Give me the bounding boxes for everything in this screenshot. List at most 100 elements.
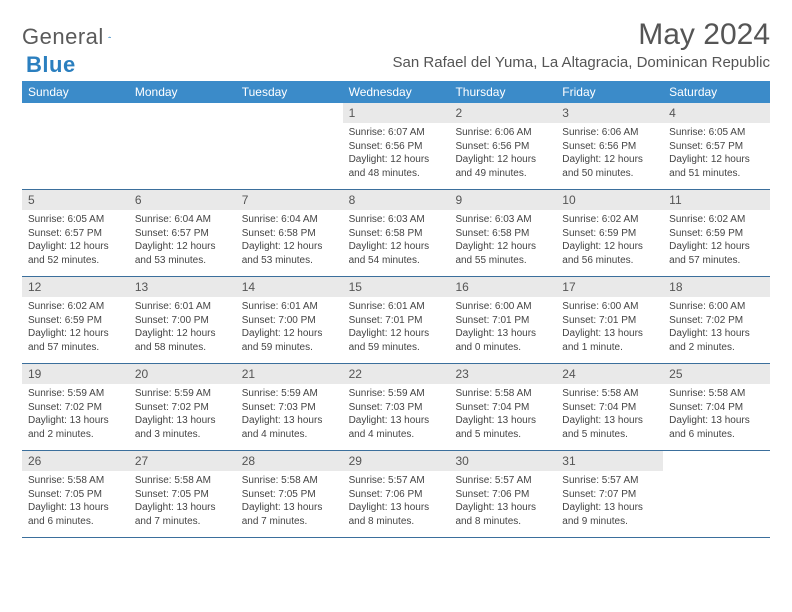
sunset: Sunset: 7:01 PM — [349, 314, 444, 328]
day-body: Sunrise: 5:58 AMSunset: 7:04 PMDaylight:… — [663, 384, 770, 447]
day-cell: 25Sunrise: 5:58 AMSunset: 7:04 PMDayligh… — [663, 364, 770, 450]
week-row: 12Sunrise: 6:02 AMSunset: 6:59 PMDayligh… — [22, 277, 770, 364]
day-cell — [663, 451, 770, 537]
day-number: 12 — [22, 277, 129, 297]
day-number: 29 — [343, 451, 450, 471]
logo: General — [22, 24, 132, 50]
sunrise: Sunrise: 5:59 AM — [28, 387, 123, 401]
sunrise: Sunrise: 5:57 AM — [562, 474, 657, 488]
day-body — [663, 471, 770, 480]
day-cell: 24Sunrise: 5:58 AMSunset: 7:04 PMDayligh… — [556, 364, 663, 450]
sunset: Sunset: 6:57 PM — [135, 227, 230, 241]
day-number: 1 — [343, 103, 450, 123]
weekday-header-row: SundayMondayTuesdayWednesdayThursdayFrid… — [22, 81, 770, 103]
sunset: Sunset: 7:03 PM — [349, 401, 444, 415]
sunset: Sunset: 7:00 PM — [242, 314, 337, 328]
day-number: 24 — [556, 364, 663, 384]
day-body: Sunrise: 6:06 AMSunset: 6:56 PMDaylight:… — [449, 123, 556, 186]
sunset: Sunset: 7:02 PM — [28, 401, 123, 415]
day-body: Sunrise: 5:59 AMSunset: 7:02 PMDaylight:… — [22, 384, 129, 447]
sunset: Sunset: 6:58 PM — [349, 227, 444, 241]
day-body — [22, 123, 129, 132]
day-cell: 21Sunrise: 5:59 AMSunset: 7:03 PMDayligh… — [236, 364, 343, 450]
daylight: Daylight: 12 hours and 59 minutes. — [349, 327, 444, 354]
day-cell: 19Sunrise: 5:59 AMSunset: 7:02 PMDayligh… — [22, 364, 129, 450]
sunset: Sunset: 6:59 PM — [28, 314, 123, 328]
day-body: Sunrise: 6:01 AMSunset: 7:01 PMDaylight:… — [343, 297, 450, 360]
weekday-tuesday: Tuesday — [236, 81, 343, 103]
week-row: 1Sunrise: 6:07 AMSunset: 6:56 PMDaylight… — [22, 103, 770, 190]
logo-text-blue: Blue — [26, 52, 76, 77]
daylight: Daylight: 12 hours and 54 minutes. — [349, 240, 444, 267]
daylight: Daylight: 13 hours and 0 minutes. — [455, 327, 550, 354]
day-cell — [129, 103, 236, 189]
sunset: Sunset: 7:03 PM — [242, 401, 337, 415]
day-number: 16 — [449, 277, 556, 297]
daylight: Daylight: 13 hours and 8 minutes. — [455, 501, 550, 528]
logo-blue-wrap: Blue — [26, 52, 76, 78]
header: General May 2024 San Rafael del Yuma, La… — [22, 18, 770, 71]
day-body: Sunrise: 5:58 AMSunset: 7:05 PMDaylight:… — [22, 471, 129, 534]
day-body: Sunrise: 6:05 AMSunset: 6:57 PMDaylight:… — [22, 210, 129, 273]
day-cell: 17Sunrise: 6:00 AMSunset: 7:01 PMDayligh… — [556, 277, 663, 363]
daylight: Daylight: 12 hours and 49 minutes. — [455, 153, 550, 180]
sunset: Sunset: 7:06 PM — [349, 488, 444, 502]
sunset: Sunset: 7:02 PM — [669, 314, 764, 328]
week-row: 26Sunrise: 5:58 AMSunset: 7:05 PMDayligh… — [22, 451, 770, 538]
day-number: 30 — [449, 451, 556, 471]
sunrise: Sunrise: 6:02 AM — [669, 213, 764, 227]
logo-text-general: General — [22, 24, 104, 50]
day-body: Sunrise: 5:57 AMSunset: 7:06 PMDaylight:… — [449, 471, 556, 534]
daylight: Daylight: 12 hours and 58 minutes. — [135, 327, 230, 354]
day-cell: 2Sunrise: 6:06 AMSunset: 6:56 PMDaylight… — [449, 103, 556, 189]
day-cell — [22, 103, 129, 189]
day-number — [663, 451, 770, 471]
sunset: Sunset: 7:02 PM — [135, 401, 230, 415]
day-number: 25 — [663, 364, 770, 384]
day-cell: 15Sunrise: 6:01 AMSunset: 7:01 PMDayligh… — [343, 277, 450, 363]
day-body: Sunrise: 5:58 AMSunset: 7:05 PMDaylight:… — [236, 471, 343, 534]
day-cell: 6Sunrise: 6:04 AMSunset: 6:57 PMDaylight… — [129, 190, 236, 276]
daylight: Daylight: 13 hours and 6 minutes. — [669, 414, 764, 441]
sunrise: Sunrise: 6:01 AM — [349, 300, 444, 314]
sunset: Sunset: 6:56 PM — [349, 140, 444, 154]
day-cell: 8 Sunrise: 6:03 AMSunset: 6:58 PMDaylight… — [343, 190, 450, 276]
day-cell: 18Sunrise: 6:00 AMSunset: 7:02 PMDayligh… — [663, 277, 770, 363]
day-number — [129, 103, 236, 123]
daylight: Daylight: 13 hours and 8 minutes. — [349, 501, 444, 528]
day-cell: 10Sunrise: 6:02 AMSunset: 6:59 PMDayligh… — [556, 190, 663, 276]
day-number: 5 — [22, 190, 129, 210]
day-cell: 13Sunrise: 6:01 AMSunset: 7:00 PMDayligh… — [129, 277, 236, 363]
day-cell: 16 Sunrise: 6:00 AMSunset: 7:01 PMDayligh… — [449, 277, 556, 363]
day-cell: 27Sunrise: 5:58 AMSunset: 7:05 PMDayligh… — [129, 451, 236, 537]
day-number: 22 — [343, 364, 450, 384]
sunset: Sunset: 7:04 PM — [455, 401, 550, 415]
day-cell: 14Sunrise: 6:01 AMSunset: 7:00 PMDayligh… — [236, 277, 343, 363]
day-number: 4 — [663, 103, 770, 123]
day-body: Sunrise: 5:58 AMSunset: 7:04 PMDaylight:… — [449, 384, 556, 447]
day-number: 8 — [343, 190, 450, 210]
day-number: 14 — [236, 277, 343, 297]
sunrise: Sunrise: 6:03 AM — [349, 213, 444, 227]
sunrise: Sunrise: 6:06 AM — [455, 126, 550, 140]
sunrise: Sunrise: 5:58 AM — [135, 474, 230, 488]
month-title: May 2024 — [393, 18, 770, 52]
sunset: Sunset: 7:04 PM — [669, 401, 764, 415]
day-cell: 7Sunrise: 6:04 AMSunset: 6:58 PMDaylight… — [236, 190, 343, 276]
day-cell: 23Sunrise: 5:58 AMSunset: 7:04 PMDayligh… — [449, 364, 556, 450]
daylight: Daylight: 12 hours and 52 minutes. — [28, 240, 123, 267]
day-cell: 30Sunrise: 5:57 AMSunset: 7:06 PMDayligh… — [449, 451, 556, 537]
day-number: 20 — [129, 364, 236, 384]
day-number: 17 — [556, 277, 663, 297]
daylight: Daylight: 12 hours and 53 minutes. — [135, 240, 230, 267]
day-cell: 11Sunrise: 6:02 AMSunset: 6:59 PMDayligh… — [663, 190, 770, 276]
sunset: Sunset: 7:01 PM — [455, 314, 550, 328]
sunrise: Sunrise: 6:00 AM — [562, 300, 657, 314]
day-number: 19 — [22, 364, 129, 384]
sunrise: Sunrise: 6:00 AM — [455, 300, 550, 314]
day-cell: 26Sunrise: 5:58 AMSunset: 7:05 PMDayligh… — [22, 451, 129, 537]
day-cell: 22Sunrise: 5:59 AMSunset: 7:03 PMDayligh… — [343, 364, 450, 450]
daylight: Daylight: 12 hours and 51 minutes. — [669, 153, 764, 180]
sunset: Sunset: 6:58 PM — [455, 227, 550, 241]
day-cell: 31Sunrise: 5:57 AMSunset: 7:07 PMDayligh… — [556, 451, 663, 537]
